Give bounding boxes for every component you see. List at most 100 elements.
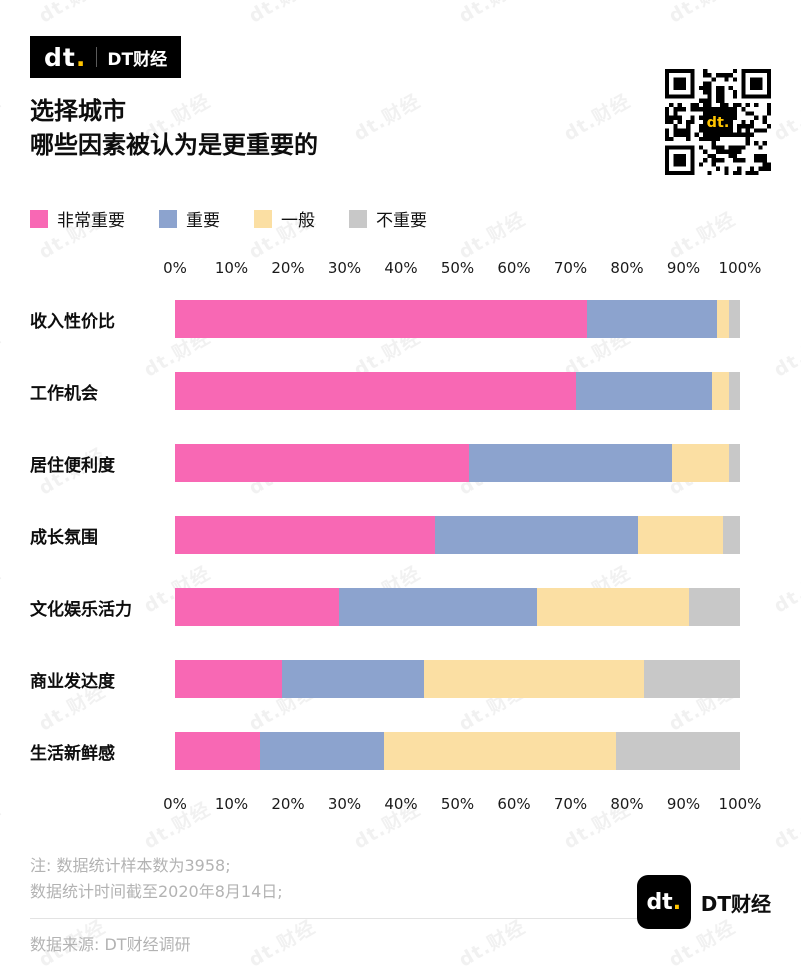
stacked-bar [175,372,740,410]
bar-segment-very-important [175,660,283,698]
chart-row: 商业发达度 [30,643,740,715]
svg-text:dt.: dt. [707,115,730,131]
category-label: 收入性价比 [30,311,115,332]
legend-label: 一般 [281,211,315,231]
category-label: 成长氛围 [30,527,98,548]
x-tick-label: 80% [610,795,644,813]
bar-segment-very-important [175,588,339,626]
chart-row: 收入性价比 [30,283,740,355]
chart-rows: 收入性价比工作机会居住便利度成长氛围文化娱乐活力 商业发达度生活新鲜感 [30,283,740,787]
bar-segment-neutral [638,516,724,554]
x-tick-label: 60% [497,795,531,813]
footer: 注: 数据统计样本数为3958; 数据统计时间截至2020年8月14日; 数据来… [30,853,771,955]
x-tick-label: 40% [384,795,418,813]
category-label: 文化娱乐活力 [30,599,132,620]
bar-segment-not-important [728,300,740,338]
x-tick-label: 60% [497,259,531,277]
legend-label: 非常重要 [57,211,125,231]
logo-dot: . [672,889,682,915]
stacked-bar [175,732,740,770]
logo-letters: dt [646,889,673,915]
bar-segment-very-important [175,516,435,554]
chart-row: 工作机会 [30,355,740,427]
x-axis-bottom: 0% 10% 20% 30% 40% 50% 60% 70% 80% 90% 100% [163,787,761,819]
logo-divider [96,47,98,67]
note-date: 数据统计时间截至2020年8月14日; [30,882,283,901]
bar-segment-not-important [728,444,740,482]
dt-logo-mark: dt. [44,45,86,70]
bar-segment-important [434,516,639,554]
x-tick-label: 100% [718,259,762,277]
brand-name: DT财经 [107,49,168,70]
bar-segment-not-important [723,516,740,554]
x-tick-label: 0% [163,259,187,277]
legend-swatch-not-important [349,209,367,228]
x-tick-label: 70% [553,795,588,813]
chart-row: 成长氛围 [30,499,740,571]
logo-letters: dt [44,42,76,72]
bar-segment-important [468,444,673,482]
logo-dot: . [75,42,87,72]
chart-row: 文化娱乐活力 [30,571,740,643]
x-tick-label: 100% [718,795,762,813]
bar-segment-very-important [175,444,469,482]
watermark-text: dt.财经 [663,0,740,28]
watermark-text: dt.财经 [453,0,530,28]
x-tick-label: 50% [440,795,475,813]
x-tick-label: 70% [553,259,588,277]
bar-segment-not-important [728,372,740,410]
legend-item-not-important: 不重要 [349,206,427,231]
bar-segment-not-important [643,660,740,698]
stacked-bar-chart: 0% 10% 20% 30% 40% 50% 60% 70% 80% 90% 100% 收入性价比工… [30,251,761,819]
x-tick-label: 20% [271,795,305,813]
dt-logo-square: dt. [636,875,691,929]
chart-row: 生活新鲜感 [30,715,740,787]
footer-notes: 注: 数据统计样本数为3958; 数据统计时间截至2020年8月14日; [30,853,771,905]
bar-segment-not-important [689,588,740,626]
x-tick-label: 90% [666,795,701,813]
chart-row: 居住便利度 [30,427,740,499]
x-tick-label: 90% [666,259,701,277]
header: dt. DT财经 [30,36,771,78]
bar-segment-neutral [717,300,729,338]
page-title: 选择城市 哪些因素被认为是更重要的 [30,94,771,162]
bar-segment-neutral [711,372,729,410]
bar-segment-neutral [536,588,690,626]
bar-segment-neutral [672,444,729,482]
legend-item-important: 重要 [159,206,220,231]
qr-code-svg: dt. [665,69,771,175]
legend-label: 重要 [186,211,220,231]
title-line-1: 选择城市 [30,97,126,125]
bar-segment-very-important [175,300,588,338]
category-label: 工作机会 [30,383,98,404]
x-tick-label: 0% [163,795,187,813]
legend-swatch-neutral [254,209,272,228]
x-tick-label: 50% [440,259,475,277]
stacked-bar [175,588,740,626]
brand-name: DT财经 [700,891,771,916]
bar-segment-important [282,660,424,698]
footer-divider [30,918,658,919]
category-label: 商业发达度 [30,671,115,692]
x-tick-label: 20% [271,259,305,277]
bar-segment-important [338,588,537,626]
x-axis-top: 0% 10% 20% 30% 40% 50% 60% 70% 80% 90% 100% [163,251,761,283]
category-label: 生活新鲜感 [30,743,115,764]
legend-item-very-important: 非常重要 [30,206,125,231]
x-tick-label: 10% [214,259,249,277]
watermark-text: dt.财经 [33,0,110,28]
bar-segment-important [259,732,385,770]
legend-swatch-important [159,209,177,228]
legend-item-neutral: 一般 [254,206,315,231]
x-tick-label: 40% [384,259,418,277]
stacked-bar [175,660,740,698]
x-tick-label: 10% [214,795,249,813]
note-sample-size: 注: 数据统计样本数为3958; [30,856,231,875]
category-label: 居住便利度 [30,455,115,476]
x-tick-label: 30% [327,795,362,813]
bar-segment-not-important [615,732,740,770]
watermark-text: dt.财经 [243,0,320,28]
bar-segment-important [587,300,718,338]
title-line-2: 哪些因素被认为是更重要的 [30,131,318,159]
